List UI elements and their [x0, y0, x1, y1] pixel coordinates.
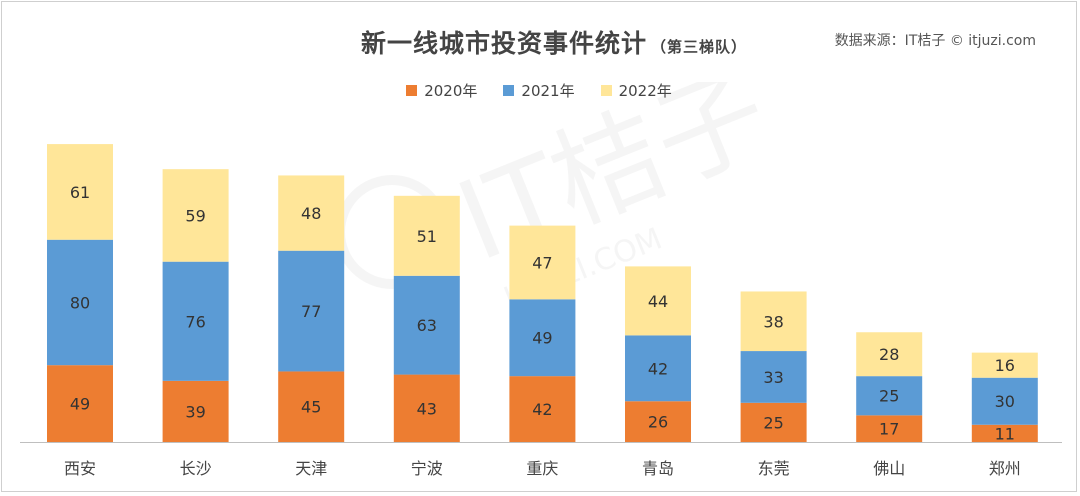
chart-legend: 2020年 2021年 2022年	[2, 80, 1076, 101]
bar-segment	[740, 351, 807, 403]
data-label: 38	[763, 312, 783, 331]
data-label: 26	[648, 413, 668, 432]
title-text: 新一线城市投资事件统计	[360, 29, 647, 58]
data-label: 33	[763, 368, 783, 387]
x-tick-label: 佛山	[873, 459, 905, 478]
bar-segment	[393, 195, 460, 276]
legend-item: 2022年	[600, 80, 672, 101]
data-label: 59	[185, 206, 205, 225]
data-label: 47	[532, 253, 552, 272]
bar-segment	[625, 401, 691, 442]
bar-segment	[47, 365, 113, 442]
data-label: 51	[417, 227, 437, 246]
data-label: 76	[185, 312, 205, 331]
bar-segment	[971, 352, 1038, 378]
data-label: 25	[879, 387, 899, 406]
bar-segment	[393, 275, 460, 375]
x-tick-label: 重庆	[526, 459, 558, 478]
bar-segment	[47, 144, 113, 240]
legend-label: 2021年	[521, 82, 575, 100]
source-note: 数据来源：IT桔子 © itjuzi.com	[834, 33, 1036, 49]
data-label: 30	[995, 392, 1015, 411]
x-tick-label: 长沙	[180, 459, 212, 478]
x-tick-label: 天津	[295, 459, 327, 478]
data-label: 49	[532, 329, 552, 348]
bar-segment	[278, 250, 345, 372]
data-label: 45	[301, 398, 321, 417]
x-tick-label: 西安	[64, 459, 96, 478]
legend-item: 2021年	[503, 80, 575, 101]
legend-label: 2022年	[618, 82, 672, 100]
data-label: 44	[648, 292, 668, 311]
legend-swatch	[406, 85, 418, 96]
bar-segment	[47, 239, 113, 366]
data-label: 42	[532, 400, 552, 419]
chart-subtitle: （第三梯队）	[651, 38, 748, 56]
bar-segment	[856, 415, 923, 442]
bar-segment	[625, 266, 691, 336]
chart-title: 新一线城市投资事件统计 （第三梯队）	[2, 24, 1076, 60]
data-label: 77	[301, 302, 321, 321]
bar-segment	[509, 299, 576, 377]
bar-segment	[856, 376, 923, 416]
bar-segment	[162, 169, 229, 262]
legend-item: 2020年	[406, 80, 477, 101]
bar-segment	[509, 225, 576, 300]
x-tick-label: 东莞	[758, 459, 790, 478]
bar-segment	[509, 376, 576, 442]
data-label: 63	[417, 316, 437, 335]
bar-segment	[625, 335, 691, 402]
bar-segment	[162, 261, 229, 381]
x-tick-label: 青岛	[642, 459, 674, 478]
data-label: 39	[185, 402, 205, 421]
legend-label: 2020年	[424, 82, 478, 100]
legend-swatch	[503, 85, 515, 96]
data-label: 11	[995, 424, 1015, 443]
legend-swatch	[600, 85, 612, 96]
bar-segment	[162, 380, 229, 442]
bar-segment	[278, 371, 345, 442]
bar-segment	[856, 332, 923, 377]
data-label: 49	[70, 395, 90, 414]
data-label: 42	[648, 359, 668, 378]
bar-segment	[740, 291, 807, 352]
bar-segment	[740, 402, 807, 442]
x-tick-label: 宁波	[411, 459, 443, 478]
data-label: 61	[70, 183, 90, 202]
bar-segment	[971, 377, 1038, 425]
bar-segment	[278, 175, 345, 251]
data-label: 25	[763, 413, 783, 432]
data-label: 16	[995, 356, 1015, 375]
data-label: 80	[70, 293, 90, 312]
bar-segment	[971, 424, 1038, 442]
data-label: 43	[417, 399, 437, 418]
data-label: 17	[879, 420, 899, 439]
bar-segment	[393, 374, 460, 442]
data-label: 48	[301, 204, 321, 223]
data-label: 28	[879, 345, 899, 364]
x-tick-label: 郑州	[989, 459, 1021, 478]
